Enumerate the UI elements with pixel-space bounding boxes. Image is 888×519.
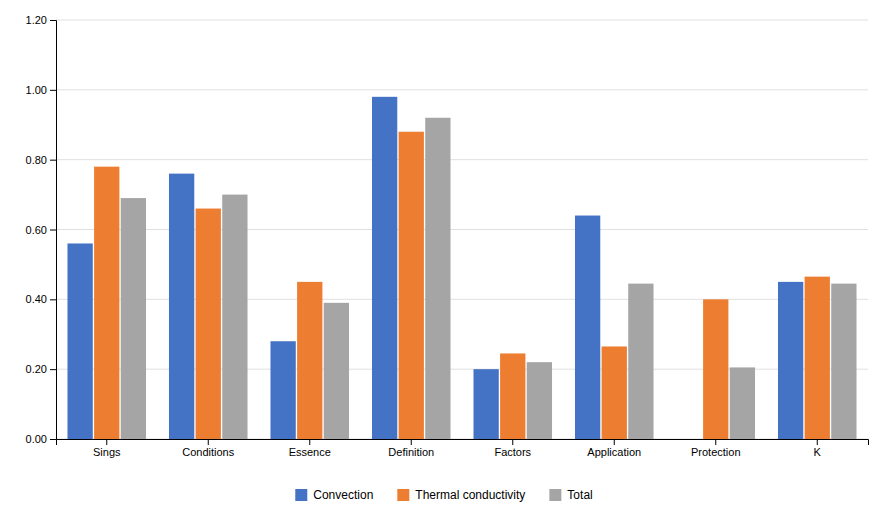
y-tick-label: 0.80 (26, 154, 47, 166)
y-tick: 0.00 (26, 433, 56, 445)
y-tick-mark (50, 439, 56, 440)
bar-series (121, 118, 857, 439)
x-tick-mark (715, 439, 716, 445)
y-tick-label: 0.20 (26, 363, 47, 375)
y-tick-label: 1.20 (26, 14, 47, 26)
legend: Convection Thermal conductivity Total (295, 488, 592, 502)
bar (196, 209, 221, 439)
x-tick-mark (106, 439, 107, 445)
y-tick-mark (50, 160, 56, 161)
y-tick-mark (50, 369, 56, 370)
y-axis-line (50, 21, 57, 440)
bar (805, 277, 830, 439)
x-tick: Sings (93, 439, 121, 458)
x-tick: K (814, 439, 822, 458)
bar (730, 367, 755, 439)
y-tick-label: 1.00 (26, 84, 47, 96)
bar (473, 369, 498, 439)
y-tick-label: 0.40 (26, 293, 47, 305)
chart-container: 0.00 0.20 0.40 0.60 0.80 1.00 1.20 Sings Conditi… (0, 0, 888, 519)
bar (297, 282, 322, 439)
y-tick-mark (50, 299, 56, 300)
legend-item: Total (549, 488, 592, 502)
x-tick-label: Sings (93, 446, 121, 458)
y-tick-mark (50, 20, 56, 21)
x-tick-label: Factors (494, 446, 531, 458)
bar (270, 341, 295, 439)
legend-swatch (549, 489, 561, 501)
bar (94, 167, 119, 439)
x-tick: Conditions (182, 439, 234, 458)
grid-line (56, 89, 868, 90)
x-tick-label: Conditions (182, 446, 234, 458)
bar (425, 118, 450, 439)
bar-series (94, 132, 830, 439)
y-axis: 0.00 0.20 0.40 0.60 0.80 1.00 1.20 (26, 14, 57, 445)
y-tick: 0.40 (26, 293, 56, 305)
bar (399, 132, 424, 439)
x-tick-mark (512, 439, 513, 445)
x-tick-mark (309, 439, 310, 445)
bars (67, 97, 856, 439)
bar (67, 243, 92, 439)
grid-line (56, 20, 868, 21)
x-tick-label: K (814, 446, 822, 458)
y-tick: 1.20 (26, 14, 56, 26)
bar (169, 174, 194, 439)
y-tick: 0.80 (26, 154, 56, 166)
x-tick-mark (614, 439, 615, 445)
bar (628, 284, 653, 439)
y-tick: 0.60 (26, 224, 56, 236)
y-tick: 1.00 (26, 84, 56, 96)
legend-label: Total (567, 488, 592, 502)
grid (56, 20, 868, 439)
x-tick: Essence (289, 439, 331, 458)
bar (831, 284, 856, 439)
x-tick-label: Application (587, 446, 641, 458)
y-tick-label: 0.60 (26, 224, 47, 236)
x-tick-mark (208, 439, 209, 445)
bar (676, 439, 701, 440)
legend-swatch (295, 489, 307, 501)
y-tick-mark (50, 90, 56, 91)
bar (500, 353, 525, 439)
x-tick: Protection (691, 439, 741, 458)
bar (703, 299, 728, 439)
legend-label: Convection (313, 488, 373, 502)
x-tick: Factors (494, 439, 531, 458)
y-tick-label: 0.00 (26, 433, 47, 445)
chart-svg: 0.00 0.20 0.40 0.60 0.80 1.00 1.20 Sings Conditi… (0, 0, 888, 519)
x-tick: Application (587, 439, 641, 458)
x-tick-mark (411, 439, 412, 445)
plot-area: 0.00 0.20 0.40 0.60 0.80 1.00 1.20 Sings Conditi… (26, 14, 869, 458)
grid-line (56, 159, 868, 160)
legend-label: Thermal conductivity (415, 488, 525, 502)
bar (324, 303, 349, 439)
bar (575, 216, 600, 439)
x-tick-label: Essence (289, 446, 331, 458)
bar (778, 282, 803, 439)
x-tick-mark (817, 439, 818, 445)
x-tick: Definition (388, 439, 434, 458)
x-tick-label: Definition (388, 446, 434, 458)
bar (372, 97, 397, 439)
bar-series (67, 97, 803, 439)
legend-swatch (397, 489, 409, 501)
y-tick-mark (50, 230, 56, 231)
x-axis-line (57, 440, 869, 446)
bar (121, 198, 146, 439)
bar (527, 362, 552, 439)
legend-item: Convection (295, 488, 373, 502)
x-tick-label: Protection (691, 446, 741, 458)
bar (602, 346, 627, 439)
legend-item: Thermal conductivity (397, 488, 525, 502)
x-axis: Sings Conditions Essence Definition Factors A… (57, 439, 869, 458)
bar (222, 195, 247, 439)
y-tick: 0.20 (26, 363, 56, 375)
